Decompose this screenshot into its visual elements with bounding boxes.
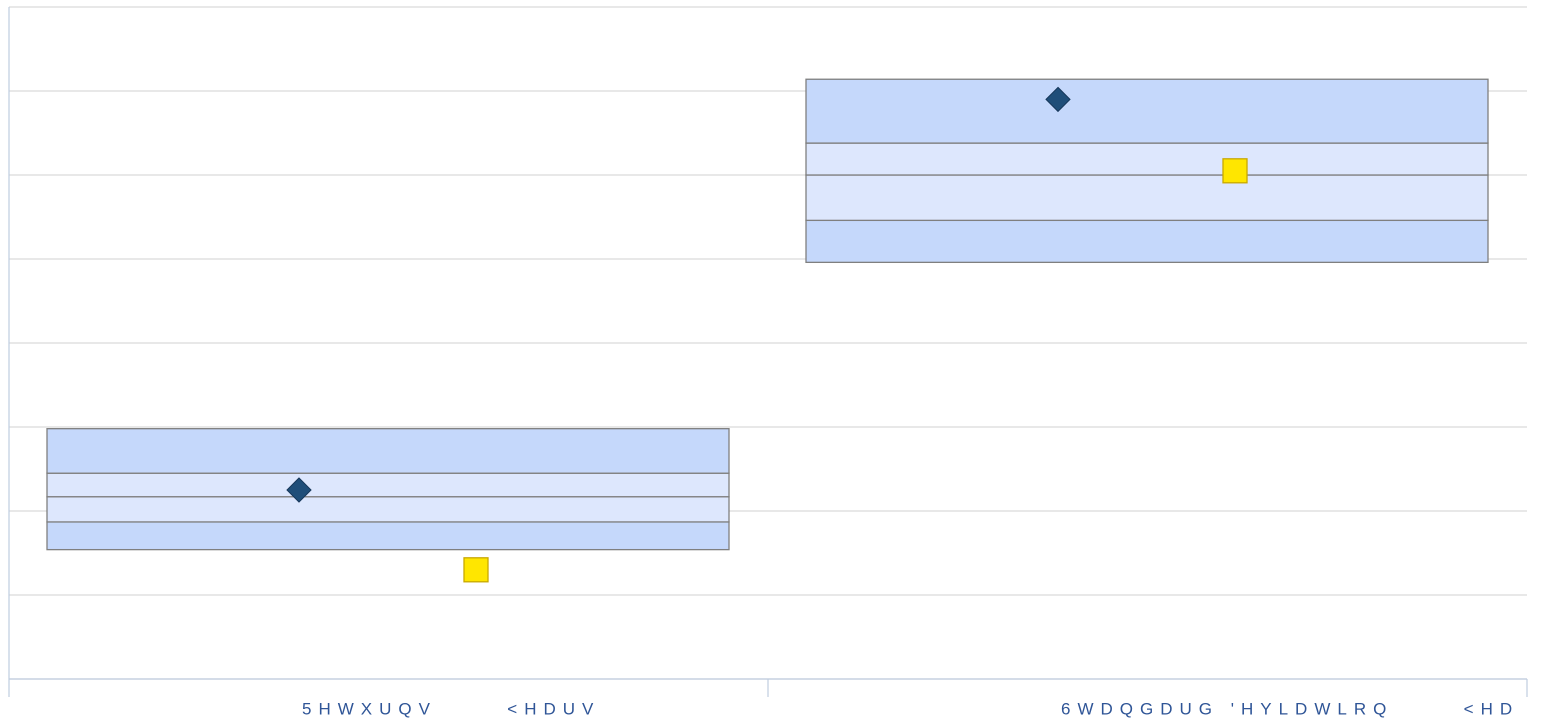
box-segment [46,428,730,474]
diamond-marker [1045,86,1071,113]
box-segment [46,472,730,498]
x-tick-label: 6WDQGDUG 'HYLDWLRQ <HD [1061,699,1519,718]
box-segment [46,496,730,523]
x-tick-label: 5HWXUQV <HDUV [302,699,600,718]
box-segment [46,521,730,551]
box-segment [805,219,1489,264]
diamond-marker [286,477,312,503]
square-marker [463,557,489,583]
box-segment [805,78,1489,144]
square-marker [1222,158,1248,184]
box-segment [805,142,1489,176]
box-segment [805,174,1489,222]
